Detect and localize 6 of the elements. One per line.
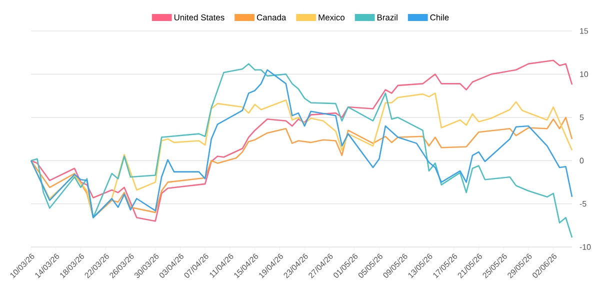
legend-label: Chile: [430, 14, 449, 20]
legend-label: Brazil: [377, 14, 398, 20]
line-series: [30, 92, 573, 218]
legend-label: Canada: [256, 14, 286, 20]
legend-label: United States: [174, 14, 224, 20]
legend-label: Mexico: [318, 14, 345, 20]
